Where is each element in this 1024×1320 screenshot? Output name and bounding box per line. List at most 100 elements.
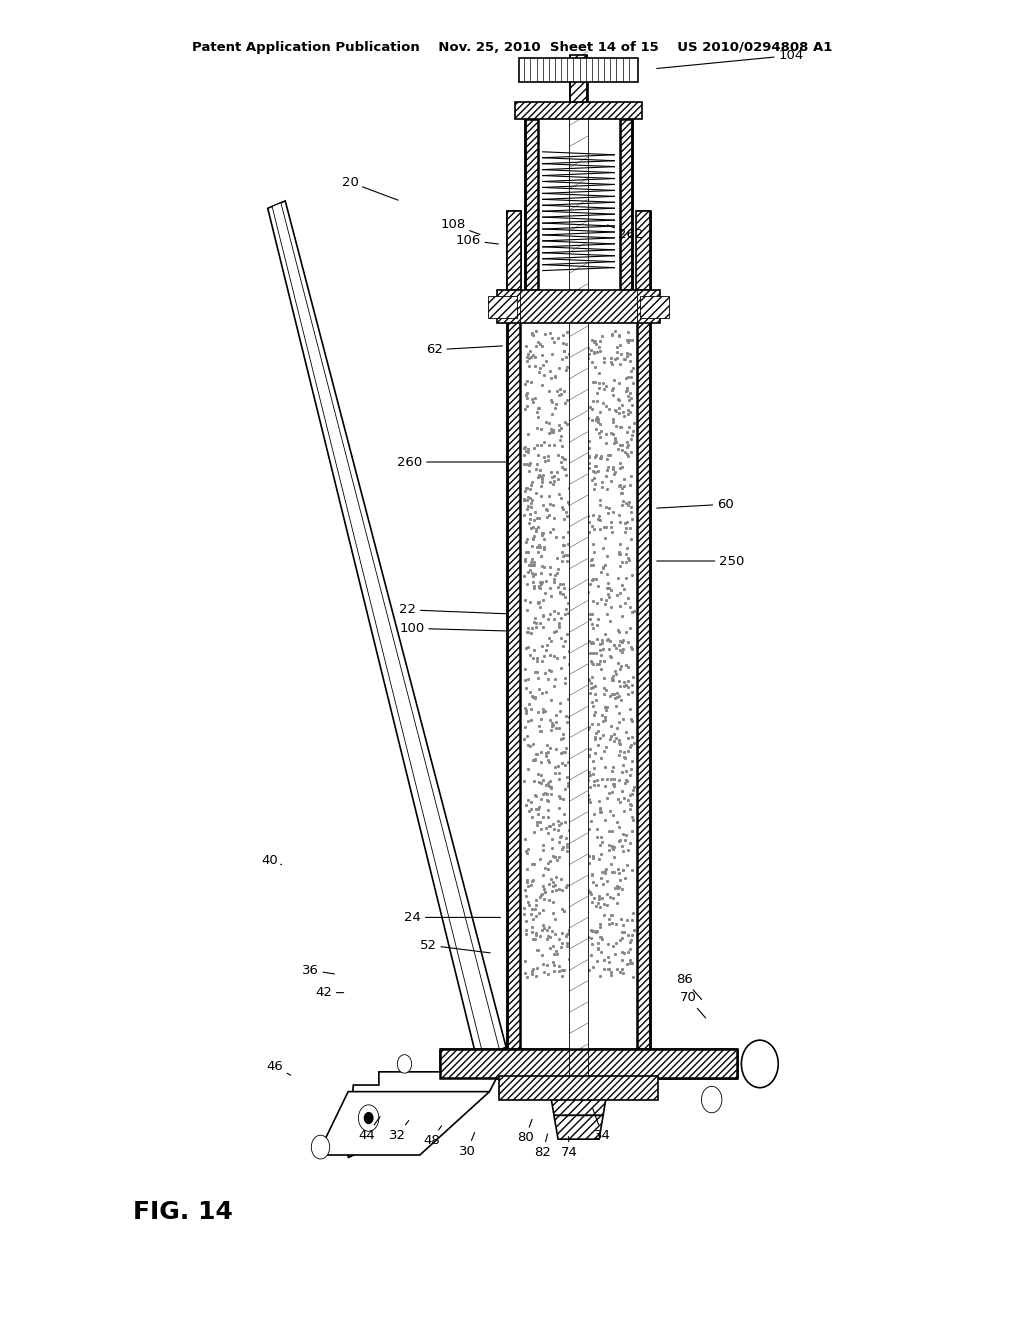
Point [613, 606, 630, 627]
Point [528, 482, 545, 503]
Point [550, 418, 566, 440]
Point [522, 874, 539, 895]
Point [603, 781, 620, 803]
Point [520, 838, 537, 859]
Point [599, 545, 615, 566]
Point [617, 655, 634, 676]
Point [523, 792, 540, 813]
Point [624, 638, 640, 659]
Point [600, 840, 616, 861]
Point [623, 931, 639, 952]
Point [571, 833, 588, 854]
Point [555, 325, 571, 346]
Point [592, 414, 608, 436]
Point [564, 391, 581, 412]
Point [550, 615, 566, 636]
Point [593, 446, 609, 467]
Point [595, 639, 611, 660]
Point [524, 916, 541, 937]
Point [565, 652, 582, 673]
Point [583, 945, 599, 966]
Text: 48: 48 [423, 1126, 441, 1147]
Point [578, 549, 594, 570]
Point [527, 785, 544, 807]
Point [573, 780, 590, 801]
Point [621, 389, 637, 411]
Point [589, 391, 605, 412]
Point [625, 952, 641, 973]
Point [599, 946, 615, 968]
Point [604, 756, 621, 777]
Point [625, 675, 641, 696]
Point [534, 919, 550, 940]
Point [613, 440, 630, 461]
Point [536, 432, 552, 453]
Point [593, 867, 609, 888]
Point [610, 685, 627, 706]
Point [594, 862, 610, 883]
Point [580, 407, 596, 428]
Point [565, 677, 582, 698]
Point [586, 342, 602, 363]
Point [547, 908, 563, 929]
Point [563, 618, 580, 639]
Point [603, 354, 620, 375]
Point [583, 677, 599, 698]
Point [523, 616, 540, 638]
Point [565, 693, 582, 714]
Point [563, 842, 580, 863]
Point [577, 859, 593, 880]
Point [581, 447, 597, 469]
Point [540, 807, 556, 828]
Point [542, 577, 558, 598]
Point [596, 904, 612, 925]
Point [611, 876, 628, 898]
Point [609, 652, 626, 673]
Point [566, 478, 583, 499]
Point [583, 927, 599, 948]
Point [522, 554, 539, 576]
Point [604, 378, 621, 399]
Point [565, 652, 582, 673]
Point [542, 471, 558, 492]
Point [524, 527, 541, 548]
Point [579, 958, 595, 979]
Point [567, 686, 584, 708]
Point [565, 631, 582, 652]
Point [552, 417, 568, 438]
Point [544, 343, 560, 364]
Point [554, 879, 570, 900]
Point [521, 461, 538, 482]
Point [524, 345, 541, 366]
Point [519, 438, 536, 459]
Point [516, 445, 532, 466]
Point [620, 434, 636, 455]
Point [601, 611, 617, 632]
Point [568, 721, 585, 742]
Text: 250: 250 [656, 554, 744, 568]
Point [584, 892, 600, 913]
Point [529, 743, 546, 764]
Point [571, 506, 588, 527]
Point [615, 787, 632, 808]
Point [605, 370, 622, 391]
Point [518, 347, 535, 368]
Point [574, 915, 591, 936]
Point [524, 685, 541, 706]
Point [570, 432, 587, 453]
Point [541, 609, 557, 630]
Point [556, 341, 572, 362]
Point [524, 964, 541, 985]
Point [613, 909, 630, 931]
Point [573, 821, 590, 842]
Point [526, 576, 543, 597]
Point [568, 916, 585, 937]
Point [556, 392, 572, 413]
Point [570, 331, 587, 352]
Point [585, 871, 601, 892]
Point [519, 541, 536, 562]
Point [522, 645, 539, 667]
Point [548, 739, 564, 760]
Point [623, 758, 639, 779]
Point [561, 533, 578, 554]
